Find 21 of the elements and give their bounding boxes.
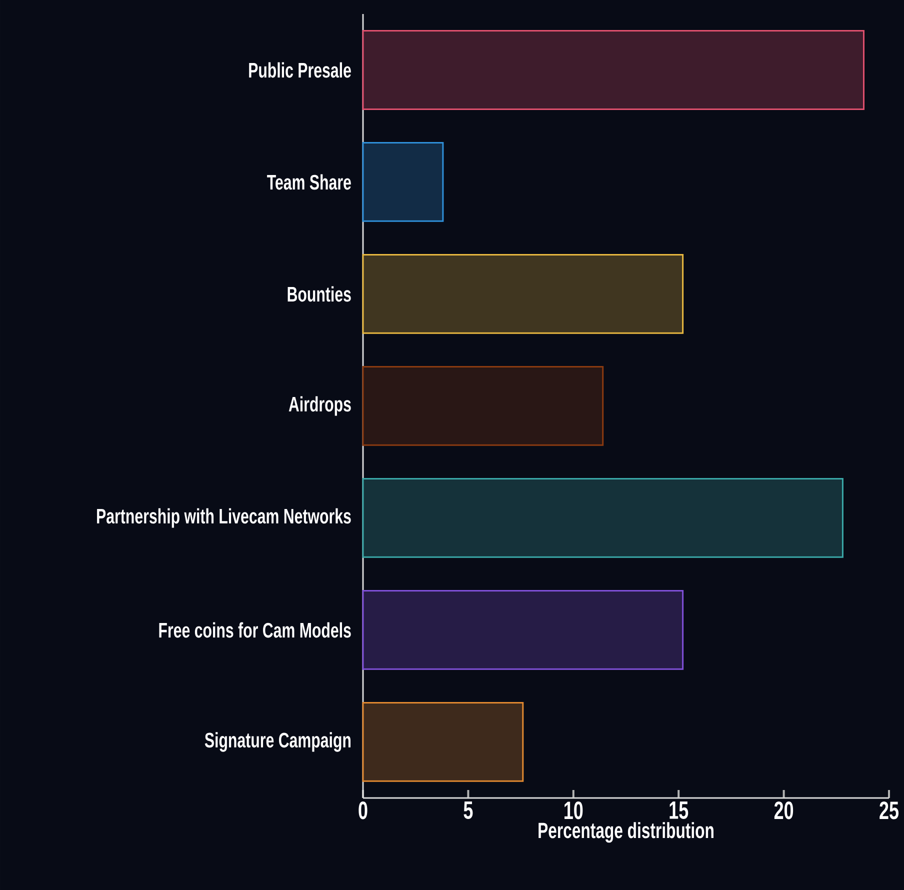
bar <box>362 590 684 670</box>
x-tick-label: 20 <box>774 802 794 820</box>
y-tick-label: Signature Campaign <box>204 732 351 752</box>
x-tick-label: 10 <box>564 802 583 820</box>
bar <box>362 702 524 782</box>
y-tick-label: Free coins for Cam Models <box>159 622 351 638</box>
y-tick-label: Team Share <box>267 174 351 190</box>
y-tick-label: Public Presale <box>249 62 351 78</box>
y-tick-label: Bounties <box>288 286 351 302</box>
bar <box>362 478 844 558</box>
bar <box>362 142 444 222</box>
x-tick-label: 15 <box>670 802 688 819</box>
bar <box>362 30 865 110</box>
bar <box>362 366 604 446</box>
y-tick-label: Partnership with Livecam Networks <box>97 508 351 528</box>
x-axis-title: Percentage distribution <box>538 822 714 843</box>
x-tick-label: 0 <box>358 802 368 820</box>
x-tick-label: 5 <box>464 802 473 819</box>
y-tick-label: Airdrops <box>288 396 351 416</box>
x-tick-label: 25 <box>880 802 899 820</box>
bar <box>362 254 684 334</box>
